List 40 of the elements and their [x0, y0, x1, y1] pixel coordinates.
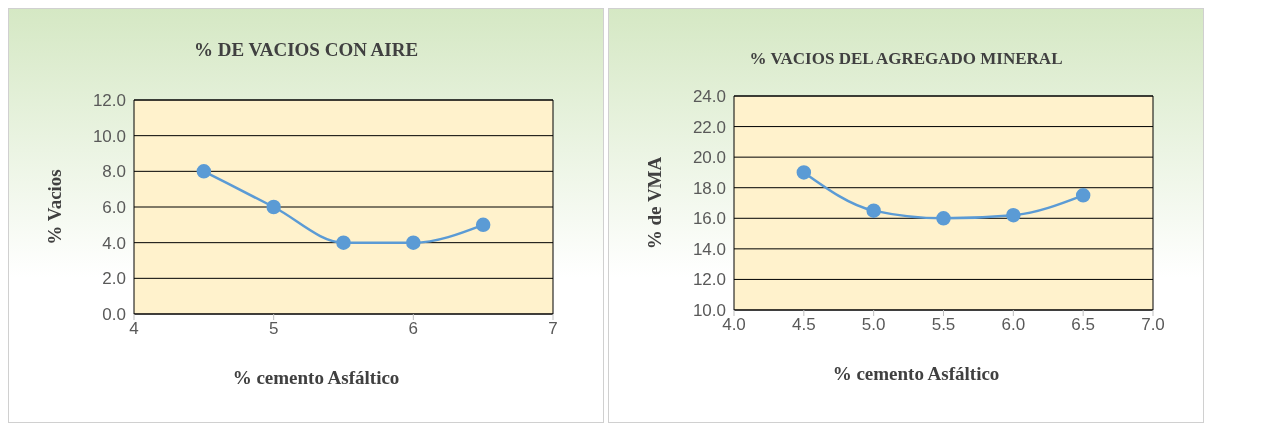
point	[475, 217, 491, 233]
y-tick-label: 24.0	[692, 87, 726, 107]
y-tick-label: 22.0	[692, 117, 726, 137]
point	[1006, 207, 1021, 223]
y-tick-label: 8.0	[102, 162, 126, 182]
point	[866, 203, 881, 218]
y-tick-label: 10.0	[92, 126, 126, 146]
x-axis-title: % cemento Asfáltico	[231, 367, 401, 389]
chart-title: % VACIOS DEL AGREGADO MINERAL	[748, 48, 1064, 70]
x-axis-title: % cemento Asfáltico	[831, 363, 1001, 385]
point	[1075, 188, 1091, 203]
point	[796, 165, 812, 180]
x-tick-label: 5.0	[861, 315, 886, 335]
point	[406, 235, 421, 250]
y-tick-label: 20.0	[692, 148, 726, 168]
x-tick-label: 6	[408, 319, 419, 339]
x-tick-label: 7	[548, 319, 558, 339]
y-tick-label: 0.0	[102, 305, 126, 325]
x-tick-label: 7.0	[1141, 315, 1165, 335]
x-tick-label: 6.5	[1071, 315, 1095, 335]
point	[936, 211, 951, 226]
y-axis-title: % Vacios	[43, 169, 65, 245]
point	[336, 235, 351, 250]
x-tick-label: 6.0	[1001, 315, 1026, 335]
y-tick-label: 16.0	[692, 209, 726, 229]
chart-title: % DE VACIOS CON AIRE	[192, 38, 420, 62]
y-tick-label: 6.0	[102, 198, 126, 218]
y-tick-label: 4.0	[102, 233, 126, 253]
y-axis-title: % de VMA	[643, 156, 665, 250]
point	[266, 199, 281, 215]
y-tick-label: 18.0	[692, 178, 726, 198]
y-tick-label: 2.0	[102, 269, 126, 289]
y-tick-label: 12.0	[692, 270, 726, 290]
y-tick-label: 14.0	[692, 239, 726, 259]
x-tick-label: 5	[268, 319, 279, 339]
point	[196, 164, 212, 179]
x-tick-label: 5.5	[931, 315, 956, 335]
y-tick-label: 12.0	[92, 91, 126, 111]
x-tick-label: 4	[129, 319, 139, 339]
x-tick-label: 4.5	[792, 315, 816, 335]
